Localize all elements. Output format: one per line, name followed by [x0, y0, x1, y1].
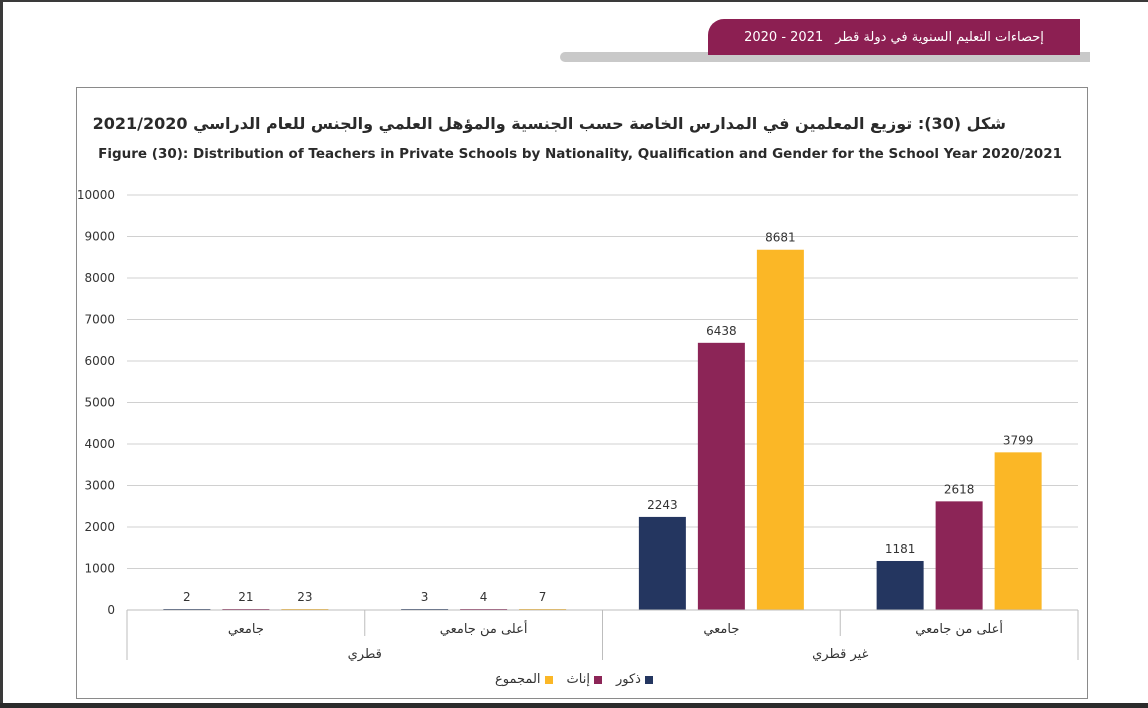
page-header-band: إحصاءات التعليم السنوية في دولة قطر 2020…: [708, 19, 1080, 55]
header-title: إحصاءات التعليم السنوية في دولة قطر: [835, 29, 1044, 45]
bar: [994, 452, 1042, 610]
header-years: 2020 - 2021: [744, 29, 824, 45]
legend-item: المجموع: [495, 672, 553, 687]
x-tick-label: أعلى من جامعي: [440, 620, 528, 637]
data-label: 2618: [944, 482, 975, 496]
legend-swatch: [644, 675, 653, 684]
y-tick-label: 8000: [84, 271, 115, 285]
header-band-shadow: [560, 52, 1090, 62]
y-tick-label: 0: [107, 603, 115, 617]
y-tick-label: 9000: [84, 230, 115, 244]
legend-swatch: [593, 675, 602, 684]
x-tick-label: أعلى من جامعي: [915, 620, 1003, 637]
y-tick-label: 3000: [84, 479, 115, 493]
y-tick-label: 6000: [84, 354, 115, 368]
y-tick-label: 1000: [84, 562, 115, 576]
bar: [876, 560, 924, 610]
legend-label: المجموع: [495, 672, 541, 687]
bar: [935, 501, 983, 610]
chart-title-arabic: شكل (30): توزيع المعلمين في المدارس الخا…: [92, 114, 1006, 133]
data-label: 2: [183, 590, 191, 604]
data-label: 3799: [1003, 433, 1034, 447]
data-label: 6438: [706, 324, 737, 338]
y-tick-label: 5000: [84, 396, 115, 410]
legend-item: ذكور: [616, 672, 653, 687]
window-left-border: [0, 0, 3, 708]
x-group-label: غير قطري: [812, 647, 868, 662]
data-label: 8681: [765, 231, 796, 245]
bar: [697, 342, 745, 610]
y-tick-label: 4000: [84, 437, 115, 451]
chart-legend: المجموع إناث ذكور: [0, 672, 1148, 687]
legend-label: ذكور: [615, 672, 641, 687]
data-label: 21: [238, 590, 253, 604]
data-label: 7: [539, 590, 547, 604]
data-label: 23: [297, 590, 312, 604]
data-label: 2243: [647, 498, 678, 512]
y-tick-label: 2000: [84, 520, 115, 534]
window-top-border: [0, 0, 1148, 2]
x-group-label: قطري: [348, 647, 382, 662]
x-tick-label: جامعي: [703, 622, 739, 637]
bar: [756, 249, 804, 610]
x-tick-label: جامعي: [228, 622, 264, 637]
legend-swatch: [544, 675, 553, 684]
data-label: 4: [480, 590, 488, 604]
y-tick-label: 10000: [77, 188, 115, 202]
legend-item: إناث: [567, 672, 602, 687]
data-label: 3: [421, 590, 429, 604]
window-bottom-border: [0, 703, 1148, 708]
data-label: 1181: [885, 542, 916, 556]
legend-label: إناث: [566, 672, 590, 687]
bar: [638, 516, 686, 610]
chart-title-english: Figure (30): Distribution of Teachers in…: [98, 146, 1062, 162]
y-tick-label: 7000: [84, 313, 115, 327]
